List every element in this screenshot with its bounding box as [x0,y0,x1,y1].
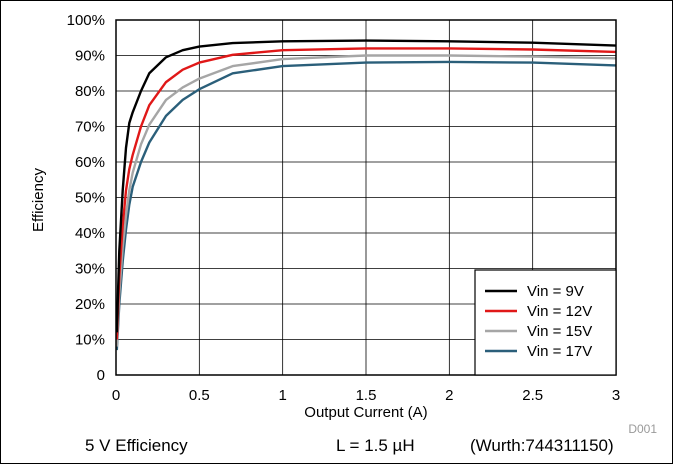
legend-entry: Vin = 9V [527,283,584,300]
y-tick-label: 60% [75,154,105,171]
y-tick-label: 90% [75,48,105,65]
legend-entry: Vin = 15V [527,323,592,340]
y-tick-label: 40% [75,225,105,242]
y-tick-label: 20% [75,296,105,313]
y-tick-label: 80% [75,83,105,100]
series-line [115,54,617,347]
y-tick-label: 70% [75,119,105,136]
y-tick-label: 0 [97,367,105,384]
figure-code: D001 [628,422,657,436]
legend-box [474,269,617,376]
series-lines [115,39,617,351]
y-tick-label: 50% [75,190,105,207]
x-axis-label: Output Current (A) [304,404,427,421]
plot-area [115,19,617,376]
y-tick-labels: 0 10% 20% 30% 40% 50% 60% 70% 80% 90% 100% [67,12,105,384]
x-tick-labels: 0 0.5 1 1.5 2 2.5 3 [112,387,620,404]
footer-title: 5 V Efficiency [85,436,188,455]
x-tick-label: 2 [445,387,453,404]
x-tick-label: 0.5 [189,387,210,404]
x-tick-label: 1 [278,387,286,404]
legend-entry: Vin = 17V [527,343,592,360]
x-tick-label: 1.5 [356,387,377,404]
x-tick-label: 0 [112,387,120,404]
legend: Vin = 9V Vin = 12V Vin = 15V Vin = 17V [474,269,617,376]
legend-entry: Vin = 12V [527,303,592,320]
series-line [115,47,617,340]
x-tick-label: 3 [612,387,620,404]
series-line [115,39,617,333]
x-tick-label: 2.5 [522,387,543,404]
y-tick-label: 10% [75,332,105,349]
y-tick-label: 30% [75,261,105,278]
footer-inductor: L = 1.5 µH [336,436,415,455]
series-line [115,60,617,351]
y-axis-label: Efficiency [30,168,47,232]
footer-part: (Wurth:744311150) [470,436,614,455]
y-tick-label: 100% [67,12,105,29]
